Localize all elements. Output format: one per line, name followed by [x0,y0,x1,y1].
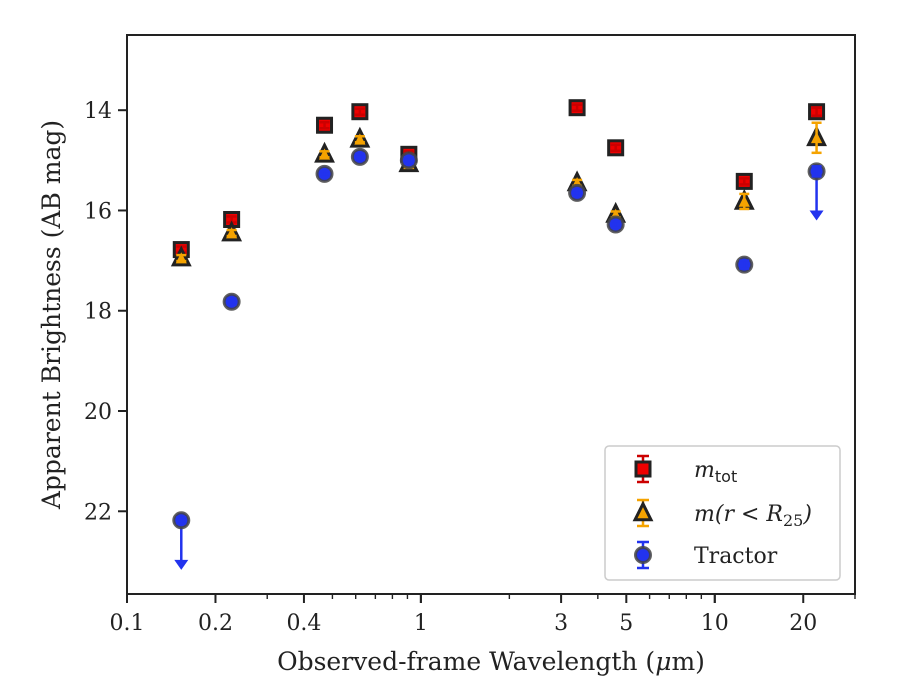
error-bar-group [176,253,187,263]
x-axis: 0.1 0.2 0.4 1 3 5 10 20 [110,594,856,636]
legend-marker [634,546,652,564]
plot-frame [126,34,856,595]
legend-label-part: 25 [783,511,803,530]
y-axis-label: Apparent Brightness (AB mag) [37,120,66,510]
error-bar-group [739,177,750,186]
series-circle [172,147,826,570]
x-tick-label: 1 [414,611,428,636]
error-bar-group [319,120,330,130]
legend-label: mtot [694,458,737,486]
legend-label: Tractor [694,544,778,569]
legend-label: m(r < R25) [694,502,812,530]
series-square [172,99,826,259]
x-axis-label-part: Observed-frame Wavelength ( [277,647,655,676]
error-bar-group [811,121,822,155]
error-bar-group [811,106,822,117]
y-axis: 14 16 18 20 22 [84,99,127,525]
legend-marker [632,500,654,522]
x-tick-label: 20 [789,611,817,636]
upper-limit-arrowhead [809,210,824,221]
error-bar-group [739,192,750,211]
x-tick-label: 3 [554,611,568,636]
error-bar-group [354,152,365,162]
series-triangle [170,121,827,267]
error-bar-group [572,188,583,198]
legend: mtot m(r < R25) Tractor [604,445,841,581]
legend-entry-circle: Tractor [634,540,778,570]
legend-label-part: ) [802,502,812,527]
upper-limit-arrowhead [174,559,189,570]
legend-label-part: m(r < R [694,502,783,527]
legend-entry-square: mtot [634,454,737,486]
error-bar-group [319,169,330,179]
legend-label-part: tot [715,467,737,486]
error-bar-group [610,143,621,153]
x-axis-label-part: m) [671,647,704,676]
error-bar-group [610,220,621,229]
y-tick-label: 22 [84,500,112,525]
x-axis-label-part: μ [655,647,671,676]
x-tick-label: 0.2 [198,611,233,636]
error-bar-group [354,107,365,116]
error-bar-group [739,259,750,270]
legend-box [604,445,841,581]
error-bar-group [319,150,330,159]
x-axis-label: Observed-frame Wavelength (μm) [277,647,705,676]
x-tick-label: 5 [619,611,633,636]
y-tick-label: 16 [84,199,112,224]
error-bar-group [354,135,365,144]
legend-label-part: m [694,458,715,483]
x-tick-label: 0.4 [286,611,321,636]
x-tick-label: 10 [701,611,729,636]
error-bar-group [572,103,583,112]
y-tick-label: 20 [84,400,112,425]
legend-label-part: Tractor [694,544,778,569]
error-bar-group [226,297,237,306]
error-bar-group [226,228,237,238]
error-bar-group [176,516,187,525]
y-tick-label: 14 [84,99,112,124]
x-tick-label: 0.1 [110,611,145,636]
error-bar-group [811,165,822,178]
legend-marker [634,460,652,478]
legend-entry-triangle: m(r < R25) [632,498,812,530]
y-tick-label: 18 [84,300,112,325]
error-bar-group [403,156,414,165]
